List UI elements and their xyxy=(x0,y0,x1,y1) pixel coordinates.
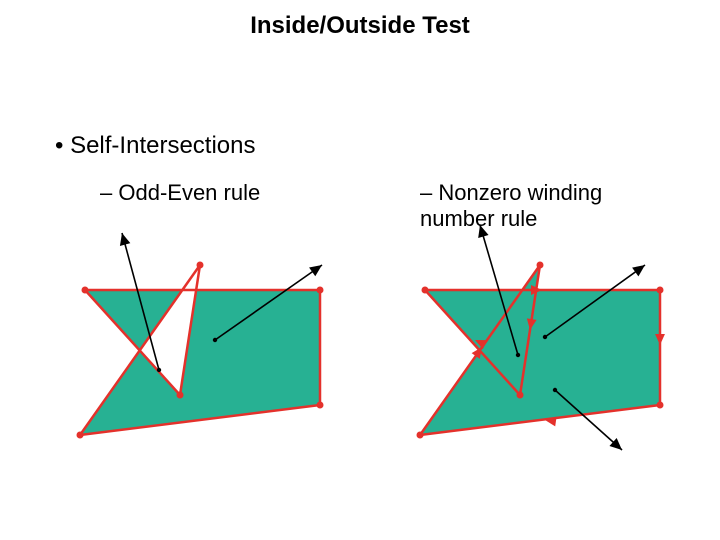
figure-nonzero xyxy=(390,225,700,455)
page-title: Inside/Outside Test xyxy=(0,12,720,40)
bullet-self-intersections: Self-Intersections xyxy=(55,132,256,160)
sub-bullet-odd-even: Odd-Even rule xyxy=(100,180,260,206)
figure-odd-even xyxy=(50,225,360,455)
